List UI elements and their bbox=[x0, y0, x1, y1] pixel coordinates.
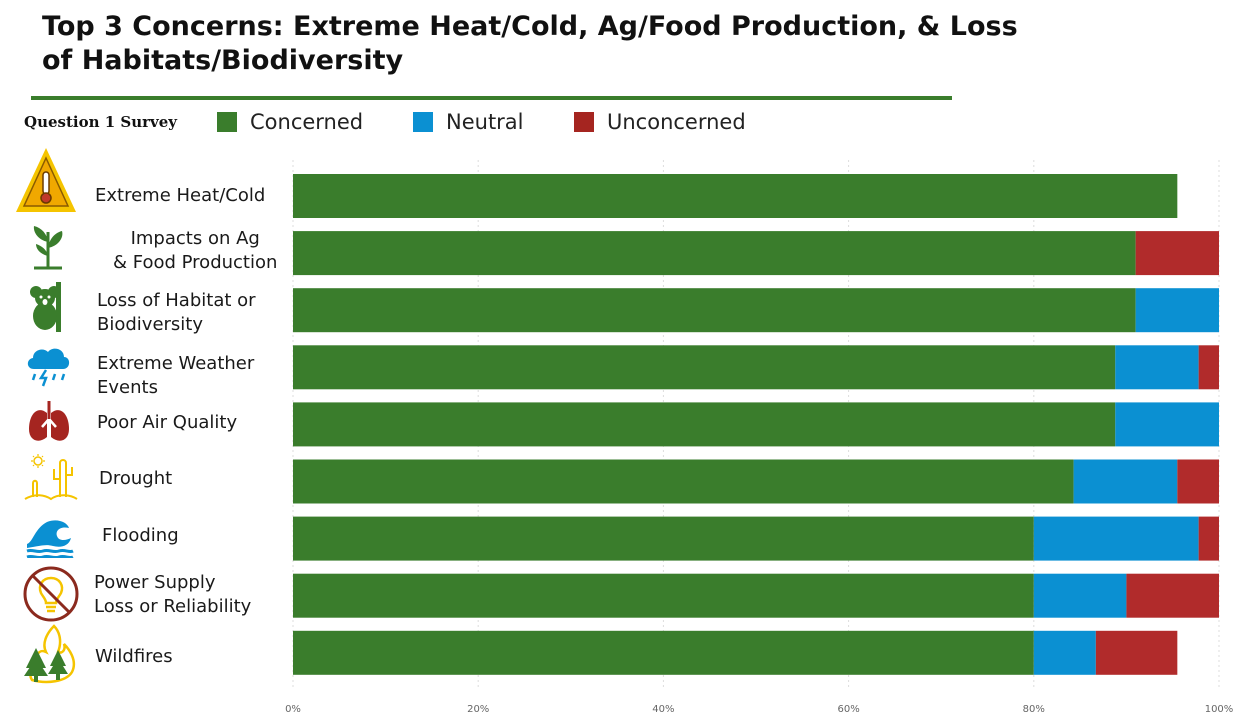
bar-concerned-drought bbox=[293, 459, 1074, 504]
bar-unconcerned-flooding bbox=[1198, 516, 1219, 561]
x-tick-label-2: 40% bbox=[652, 704, 674, 715]
storm-cloud-icon bbox=[27, 348, 70, 387]
row-label-wildfires: Wildfires bbox=[95, 646, 173, 667]
bar-concerned-poor-air-quality bbox=[293, 402, 1116, 447]
bar-unconcerned-impacts-on-ag-food-production bbox=[1135, 231, 1219, 276]
bar-unconcerned-extreme-weather-events bbox=[1198, 345, 1219, 390]
row-label-power-supply: Power Supply Loss or Reliability bbox=[94, 572, 252, 617]
legend-label-unconcerned: Unconcerned bbox=[607, 110, 746, 134]
bar-unconcerned-wildfires bbox=[1095, 630, 1178, 675]
forest-fire-icon bbox=[24, 624, 76, 684]
bar-neutral-extreme-weather-events bbox=[1115, 345, 1199, 390]
row-label-habitat-biodiversity: Loss of Habitat or Biodiversity bbox=[97, 290, 256, 335]
x-tick-label-1: 20% bbox=[467, 704, 489, 715]
x-tick-label-5: 100% bbox=[1205, 704, 1234, 715]
x-tick-label-4: 80% bbox=[1023, 704, 1045, 715]
bar-neutral-loss-of-habitat-or-biodiversity bbox=[1135, 288, 1219, 333]
x-tick-label-0: 0% bbox=[285, 704, 301, 715]
bars bbox=[293, 174, 1219, 675]
title-divider bbox=[31, 96, 952, 100]
row-label-poor-air-quality: Poor Air Quality bbox=[97, 412, 238, 433]
bar-concerned-wildfires bbox=[293, 630, 1034, 675]
row-label-flooding: Flooding bbox=[102, 525, 179, 546]
lungs-icon bbox=[29, 401, 69, 441]
bar-neutral-wildfires bbox=[1033, 630, 1096, 675]
bar-unconcerned-drought bbox=[1177, 459, 1219, 504]
x-tick-label-3: 60% bbox=[837, 704, 859, 715]
bar-concerned-extreme-heat-cold bbox=[293, 174, 1178, 218]
bar-concerned-extreme-weather-events bbox=[293, 345, 1116, 390]
bar-neutral-poor-air-quality bbox=[1115, 402, 1219, 447]
bar-concerned-flooding bbox=[293, 516, 1034, 561]
bar-neutral-power-supply-loss-or-reliability bbox=[1033, 573, 1127, 618]
bar-unconcerned-power-supply-loss-or-reliability bbox=[1126, 573, 1219, 618]
row-label-drought: Drought bbox=[99, 468, 173, 489]
legend-swatch-unconcerned bbox=[574, 112, 594, 132]
bar-concerned-loss-of-habitat-or-biodiversity bbox=[293, 288, 1136, 333]
legend-label-concerned: Concerned bbox=[250, 110, 364, 134]
legend-swatch-concerned bbox=[217, 112, 237, 132]
heat-warning-icon bbox=[16, 148, 76, 212]
bar-neutral-drought bbox=[1073, 459, 1178, 504]
desert-cactus-icon bbox=[24, 454, 78, 501]
bar-concerned-power-supply-loss-or-reliability bbox=[293, 573, 1034, 618]
row-label-extreme-weather: Extreme Weather Events bbox=[97, 353, 255, 398]
legend-swatch-neutral bbox=[413, 112, 433, 132]
bar-neutral-flooding bbox=[1033, 516, 1199, 561]
no-lightbulb-icon bbox=[23, 566, 79, 622]
x-axis: 0% 20% 40% 60% 80% 100% bbox=[285, 704, 1233, 715]
wave-icon bbox=[26, 520, 74, 558]
bar-concerned-impacts-on-ag-food-production bbox=[293, 231, 1136, 276]
chart-title: Top 3 Concerns: Extreme Heat/Cold, Ag/Fo… bbox=[42, 11, 1018, 76]
row-label-extreme-heat-cold: Extreme Heat/Cold bbox=[95, 185, 266, 206]
koala-icon bbox=[30, 282, 61, 332]
chart-subtitle: Question 1 Survey bbox=[24, 113, 177, 131]
legend-label-neutral: Neutral bbox=[446, 110, 524, 134]
plant-sprout-icon bbox=[33, 226, 63, 270]
row-label-ag-food-production: Impacts on Ag & Food Production bbox=[113, 228, 278, 273]
